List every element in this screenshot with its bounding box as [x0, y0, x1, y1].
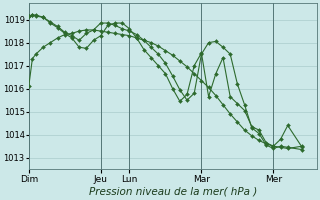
X-axis label: Pression niveau de la mer( hPa ): Pression niveau de la mer( hPa )	[89, 187, 257, 197]
